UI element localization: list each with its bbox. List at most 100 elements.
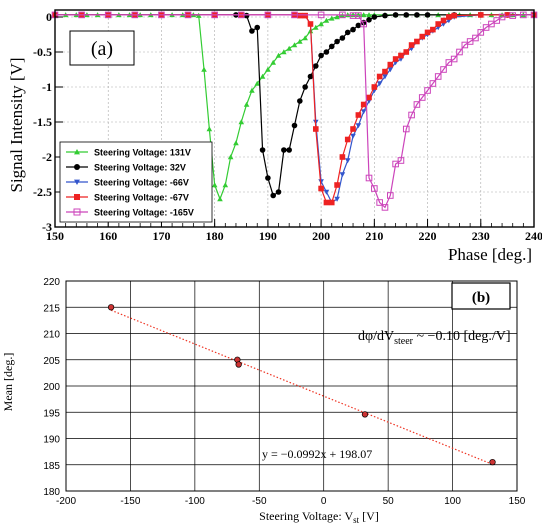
series-marker xyxy=(339,172,346,178)
series-marker xyxy=(408,111,415,119)
series-marker xyxy=(430,26,436,33)
series-marker xyxy=(334,182,340,188)
panel-a-x-tick-label: 240 xyxy=(525,229,542,243)
series-marker xyxy=(392,12,399,18)
panel-a-y-tick-label: -0.5 xyxy=(33,45,52,59)
series-marker xyxy=(376,199,383,206)
legend-marker xyxy=(74,149,80,155)
panel-a-x-tick-label: 230 xyxy=(472,229,490,243)
panel-a-y-tick-label: -1 xyxy=(42,80,52,94)
series-marker xyxy=(408,42,415,48)
series-marker xyxy=(466,38,474,45)
series-marker xyxy=(275,189,282,195)
panel-b-x-tick-label: 150 xyxy=(509,496,526,507)
panel-a-legend: Steering Voltage: 131V Steering Voltage: … xyxy=(59,141,213,223)
series-marker xyxy=(424,12,431,18)
series-marker xyxy=(328,15,335,21)
panel-b-y-tick-label: 215 xyxy=(43,303,60,314)
panel-a-ylabel: Signal Intensity [V] xyxy=(7,57,26,192)
series-marker xyxy=(488,20,495,28)
series-marker xyxy=(339,154,346,160)
panel-a-x-tick-label: 170 xyxy=(152,229,170,243)
series-marker xyxy=(366,17,372,23)
series-marker xyxy=(328,199,335,206)
series-marker xyxy=(317,11,325,19)
series-marker xyxy=(387,67,394,73)
series-marker xyxy=(365,174,373,182)
series-marker xyxy=(270,59,277,65)
series-marker xyxy=(243,101,250,107)
series-marker xyxy=(254,24,261,31)
series-marker xyxy=(297,98,303,104)
panel-a-series xyxy=(51,11,538,211)
series-marker xyxy=(456,48,463,56)
series-marker xyxy=(323,49,330,55)
panel-a-y-tick-label: -2 xyxy=(42,150,52,164)
series-marker xyxy=(402,125,410,133)
series-marker xyxy=(286,45,292,51)
series-marker xyxy=(243,12,250,19)
series-marker xyxy=(302,35,308,41)
panel-a-y-tick-label: -1.5 xyxy=(33,115,52,129)
series-marker xyxy=(350,26,356,33)
series-marker xyxy=(355,22,362,29)
series-marker xyxy=(355,12,362,19)
series-marker xyxy=(403,49,410,55)
panel-b-points xyxy=(107,304,496,466)
panel-b-x-tick-label: 50 xyxy=(383,496,395,507)
series-marker xyxy=(201,66,207,72)
panel-a-label: (a) xyxy=(91,38,113,60)
series-marker xyxy=(350,126,356,132)
series-marker xyxy=(355,123,362,129)
series-marker xyxy=(307,73,314,80)
series-marker xyxy=(104,11,112,19)
series-marker xyxy=(371,185,378,192)
panel-b-x-tick-label: -50 xyxy=(252,496,267,507)
series-marker xyxy=(265,66,271,72)
series-marker xyxy=(259,73,266,79)
panel-b-ylabel: Mean [deg.] xyxy=(1,353,15,412)
series-marker xyxy=(339,35,346,41)
panel-a-x-tick-label: 220 xyxy=(419,229,437,243)
series-marker xyxy=(312,24,319,30)
series-marker xyxy=(297,12,303,19)
series-marker xyxy=(344,136,351,143)
panel-a-x-tick-label: 210 xyxy=(365,229,383,243)
series-marker xyxy=(392,160,399,168)
series-marker xyxy=(334,38,340,45)
series-marker xyxy=(344,158,351,164)
series-line xyxy=(55,14,534,209)
series-marker xyxy=(281,147,287,153)
legend-marker xyxy=(73,208,81,216)
series-marker xyxy=(429,80,437,87)
series-marker xyxy=(435,21,441,27)
panel-b-y-tick-label: 195 xyxy=(43,408,60,419)
series-marker xyxy=(270,192,277,199)
panel-b-label-box xyxy=(451,282,511,310)
series-marker xyxy=(275,52,282,58)
panel-b-y-tick-label: 200 xyxy=(43,382,60,393)
series-marker xyxy=(249,28,255,34)
series-marker xyxy=(265,175,271,181)
series-marker xyxy=(355,112,362,118)
series-marker xyxy=(366,12,372,18)
panel-a-x-tick-label: 190 xyxy=(259,229,277,243)
series-marker xyxy=(302,84,308,90)
panel-b-xlabel: Steering Voltage: Vst [V] xyxy=(259,509,379,525)
series-marker xyxy=(286,147,292,153)
series-marker xyxy=(206,126,213,132)
series-marker xyxy=(211,11,218,19)
panel-b-frame xyxy=(65,280,518,492)
series-marker xyxy=(493,17,501,24)
panel-b-y-tick-label: 180 xyxy=(43,487,60,498)
series-marker xyxy=(323,189,330,195)
series-marker xyxy=(291,42,298,48)
series-marker xyxy=(461,41,469,49)
series-marker xyxy=(414,12,420,18)
series-marker xyxy=(366,94,372,101)
series-marker xyxy=(334,196,340,202)
series-marker xyxy=(350,133,356,139)
series-marker xyxy=(237,11,245,19)
series-marker xyxy=(318,185,324,192)
